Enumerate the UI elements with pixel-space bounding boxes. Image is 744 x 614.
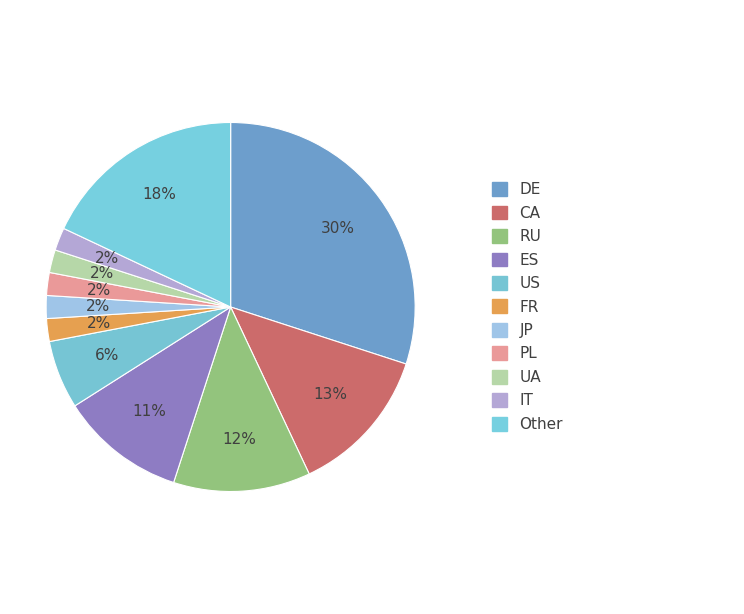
Text: 2%: 2% (90, 266, 114, 281)
Wedge shape (46, 307, 231, 341)
Wedge shape (75, 307, 231, 483)
Wedge shape (231, 122, 415, 364)
Text: 12%: 12% (222, 432, 256, 447)
Wedge shape (64, 122, 231, 307)
Wedge shape (46, 295, 231, 319)
Text: 18%: 18% (143, 187, 176, 203)
Text: 2%: 2% (95, 251, 119, 266)
Wedge shape (49, 307, 231, 406)
Text: 13%: 13% (313, 387, 347, 402)
Text: 2%: 2% (87, 283, 111, 298)
Legend: DE, CA, RU, ES, US, FR, JP, PL, UA, IT, Other: DE, CA, RU, ES, US, FR, JP, PL, UA, IT, … (492, 182, 563, 432)
Text: 2%: 2% (87, 316, 111, 331)
Wedge shape (173, 307, 310, 492)
Text: 6%: 6% (95, 348, 119, 363)
Text: 2%: 2% (86, 300, 110, 314)
Text: 11%: 11% (132, 405, 166, 419)
Wedge shape (49, 250, 231, 307)
Text: 30%: 30% (321, 222, 355, 236)
Wedge shape (231, 307, 406, 474)
Wedge shape (46, 273, 231, 307)
Wedge shape (55, 228, 231, 307)
